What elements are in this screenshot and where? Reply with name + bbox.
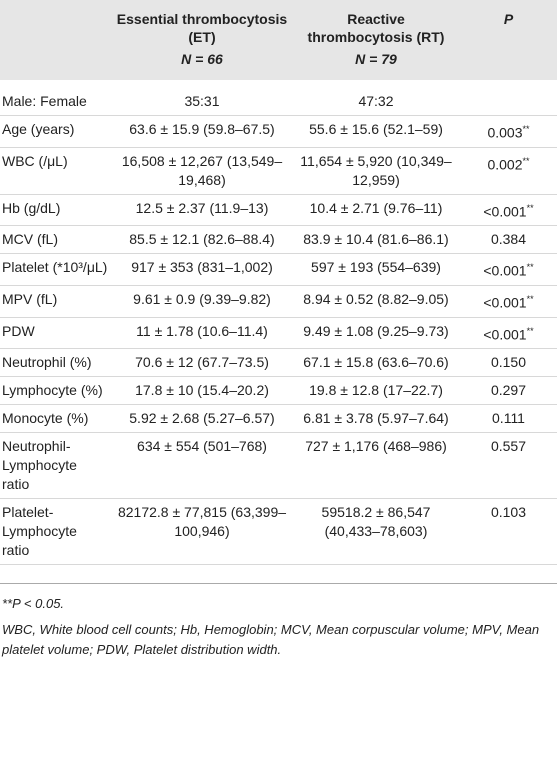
row-label: Age (years) [0,115,112,148]
table-row: Age (years) 63.6 ± 15.9 (59.8–67.5) 55.6 ±… [0,115,557,148]
p-header: P [503,11,514,27]
rt-value: 10.4 ± 2.71 (9.76–11) [292,194,460,227]
row-label: Male: Female [0,80,112,116]
table-body: Male: Female 35:31 47:32 Age (years) 63.6 ± … [0,80,557,566]
table-row: Neutrophil (%) 70.6 ± 12 (67.7–73.5) 67.1 … [0,348,557,378]
p-value: 0.002 [487,156,523,173]
rt-value: 8.94 ± 0.52 (8.82–9.05) [292,285,460,318]
p-value: 0.103 [490,504,527,521]
row-label: Neutrophil-Lymphocyte ratio [0,432,112,500]
rt-value: 9.49 ± 1.08 (9.25–9.73) [292,317,460,350]
row-label: Platelet-Lymphocyte ratio [0,498,112,566]
p-value: <0.001 [483,326,527,343]
rt-value: 6.81 ± 3.78 (5.97–7.64) [292,404,460,434]
table-row: Platelet-Lymphocyte ratio 82172.8 ± 77,81… [0,498,557,566]
rt-value: 597 ± 193 (554–639) [292,253,460,286]
p-value: <0.001 [483,203,527,220]
footnote: WBC, White blood cell counts; Hb, Hemogl… [2,622,540,658]
significance: ** [526,293,534,304]
rt-value: 727 ± 1,176 (468–986) [292,432,460,500]
p-cell: <0.001** [460,285,557,318]
significance: ** [526,202,534,213]
p-cell: <0.001** [460,194,557,227]
p-value: 0.111 [492,410,525,427]
footnotes: **P < 0.05. WBC, White blood cell counts;… [0,583,557,660]
rt-header: Reactive thrombocytosis (RT) N = 79 [292,0,460,80]
row-label: MCV (fL) [0,225,112,255]
table-row: Male: Female 35:31 47:32 [0,80,557,116]
row-label: Platelet (*10³/μL) [0,253,112,286]
rt-value: 47:32 [292,80,460,116]
et-value: 9.61 ± 0.9 (9.39–9.82) [112,285,292,318]
table-row: MPV (fL) 9.61 ± 0.9 (9.39–9.82) 8.94 ± 0.5… [0,285,557,318]
table-row: WBC (/μL) 16,508 ± 12,267 (13,549–19,468)… [0,147,557,195]
et-name: Essential thrombocytosis (ET) [116,11,288,45]
rt-value: 55.6 ± 15.6 (52.1–59) [292,115,460,148]
et-value: 82172.8 ± 77,815 (63,399–100,946) [112,498,292,566]
p-cell: 0.557 [460,432,557,500]
p-value: <0.001 [483,262,527,279]
table-row: MCV (fL) 85.5 ± 12.1 (82.6–88.4) 83.9 ± 10… [0,225,557,255]
rt-n: N = 79 [355,51,397,67]
p-value: 0.384 [490,231,527,248]
row-label: MPV (fL) [0,285,112,318]
p-cell: 0.111 [460,404,557,434]
rt-name: Reactive thrombocytosis (RT) [307,11,445,45]
significance: ** [526,262,534,273]
et-value: 11 ± 1.78 (10.6–11.4) [112,317,292,350]
rt-value: 67.1 ± 15.8 (63.6–70.6) [292,348,460,378]
significance: ** [522,155,530,166]
significance: ** [522,124,530,134]
et-value: 35:31 [112,80,292,116]
row-label: WBC (/μL) [0,147,112,195]
table-row: Platelet (*10³/μL) 917 ± 353 (831–1,002) 5… [0,253,557,286]
p-cell: 0.002** [460,147,557,195]
row-label: Neutrophil (%) [0,348,112,378]
et-value: 63.6 ± 15.9 (59.8–67.5) [112,115,292,148]
p-cell: 0.150 [460,348,557,378]
p-value: 0.557 [490,438,527,455]
et-n: N = 66 [181,51,223,67]
p-value: 0.003 [487,124,523,141]
empty-header [0,0,112,80]
table-row: Hb (g/dL) 12.5 ± 2.37 (11.9–13) 10.4 ± 2.7… [0,194,557,227]
et-value: 70.6 ± 12 (67.7–73.5) [112,348,292,378]
et-value: 634 ± 554 (501–768) [112,432,292,500]
row-label: Lymphocyte (%) [0,376,112,406]
p-value: 0.150 [490,354,527,371]
p-cell: 0.384 [460,225,557,255]
table-row: Monocyte (%) 5.92 ± 2.68 (5.27–6.57) 6.81 … [0,404,557,434]
table-row: Lymphocyte (%) 17.8 ± 10 (15.4–20.2) 19.8 … [0,376,557,406]
table-header: Essential thrombocytosis (ET) N = 66 Reac… [0,0,557,80]
rt-value: 11,654 ± 5,920 (10,349–12,959) [292,147,460,195]
rt-value: 59518.2 ± 86,547 (40,433–78,603) [292,498,460,566]
et-value: 5.92 ± 2.68 (5.27–6.57) [112,404,292,434]
data-table: Essential thrombocytosis (ET) N = 66 Reac… [0,0,557,566]
p-cell: <0.001** [460,253,557,286]
et-value: 917 ± 353 (831–1,002) [112,253,292,286]
p-cell: 0.297 [460,376,557,406]
et-value: 12.5 ± 2.37 (11.9–13) [112,194,292,227]
significance: ** [526,325,534,336]
et-value: 16,508 ± 12,267 (13,549–19,468) [112,147,292,195]
rt-value: 19.8 ± 12.8 (17–22.7) [292,376,460,406]
row-label: Monocyte (%) [0,404,112,434]
p-cell [460,80,557,116]
row-label: Hb (g/dL) [0,194,112,227]
footnote: **P < 0.05. [2,596,65,612]
row-label: PDW [0,317,112,350]
p-value: <0.001 [483,294,527,311]
p-cell: 0.103 [460,498,557,566]
table-row: Neutrophil-Lymphocyte ratio 634 ± 554 (50… [0,432,557,500]
table-row: PDW 11 ± 1.78 (10.6–11.4) 9.49 ± 1.08 (9.2… [0,317,557,350]
et-value: 85.5 ± 12.1 (82.6–88.4) [112,225,292,255]
et-value: 17.8 ± 10 (15.4–20.2) [112,376,292,406]
p-cell: 0.003** [460,115,557,148]
p-cell: <0.001** [460,317,557,350]
p-value: 0.297 [490,382,527,399]
et-header: Essential thrombocytosis (ET) N = 66 [112,0,292,80]
rt-value: 83.9 ± 10.4 (81.6–86.1) [292,225,460,255]
